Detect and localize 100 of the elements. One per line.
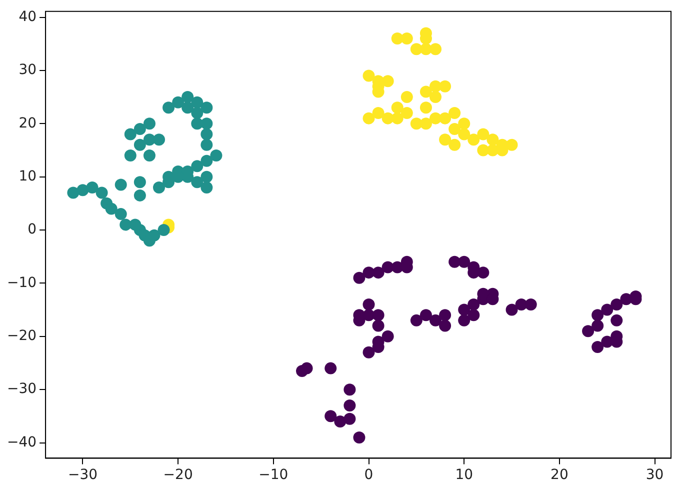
point <box>324 410 337 422</box>
point <box>372 106 384 119</box>
point <box>324 362 337 374</box>
point <box>420 118 432 130</box>
point <box>76 184 89 196</box>
point <box>148 229 160 242</box>
point <box>420 309 432 322</box>
point <box>105 202 118 215</box>
point <box>134 189 146 202</box>
point <box>200 128 213 140</box>
y-tick-label: 40 <box>18 8 37 25</box>
point <box>382 75 394 88</box>
x-tick-label: −20 <box>163 467 193 484</box>
point <box>430 112 442 124</box>
point <box>191 96 204 108</box>
point <box>382 112 394 124</box>
point <box>592 309 604 322</box>
point <box>143 118 156 130</box>
point <box>134 176 146 188</box>
point <box>200 181 213 194</box>
point <box>439 320 452 332</box>
point <box>124 150 136 162</box>
point <box>486 134 499 146</box>
point <box>353 431 366 444</box>
point <box>362 298 375 310</box>
point <box>430 91 442 104</box>
y-tick-label: −10 <box>7 274 37 291</box>
point <box>458 256 470 268</box>
point <box>372 320 384 332</box>
y-tick-label: 0 <box>28 222 37 238</box>
point <box>153 181 166 194</box>
point <box>200 118 213 130</box>
point <box>610 298 623 310</box>
point <box>601 304 614 316</box>
x-tick-label: 20 <box>550 467 568 484</box>
point <box>114 208 127 220</box>
point <box>344 400 356 412</box>
point <box>592 320 604 332</box>
point <box>344 412 356 425</box>
point <box>372 309 384 322</box>
point <box>344 384 356 396</box>
point <box>477 128 490 140</box>
point <box>362 70 375 82</box>
point <box>506 304 518 316</box>
point <box>400 91 413 104</box>
point <box>506 138 518 151</box>
point <box>420 86 432 98</box>
point <box>86 181 98 194</box>
point <box>391 102 404 114</box>
point <box>458 118 470 130</box>
point <box>592 341 604 354</box>
point <box>362 112 375 124</box>
point <box>172 96 184 108</box>
point <box>143 150 156 162</box>
y-tick-label: −40 <box>7 434 37 450</box>
point <box>191 160 204 172</box>
point <box>400 106 413 119</box>
y-tick-label: −20 <box>7 328 37 344</box>
point <box>114 178 127 191</box>
point <box>458 304 470 316</box>
point <box>182 91 194 104</box>
point <box>420 102 432 114</box>
point <box>430 314 442 326</box>
point <box>410 314 422 326</box>
y-tick-label: 10 <box>18 168 37 184</box>
point <box>96 186 108 199</box>
x-tick-label: 30 <box>646 467 664 484</box>
point <box>67 186 80 199</box>
x-tick-label: −10 <box>258 467 288 484</box>
point <box>439 80 452 92</box>
point <box>382 330 394 342</box>
point <box>448 122 461 135</box>
point <box>153 134 166 146</box>
point <box>458 128 470 140</box>
point <box>300 362 313 374</box>
y-tick-label: 30 <box>18 62 37 78</box>
point <box>200 154 213 167</box>
point <box>610 314 623 326</box>
point <box>162 102 175 114</box>
point <box>182 102 194 114</box>
point <box>200 102 213 114</box>
point <box>524 298 537 310</box>
x-tick-label: 0 <box>364 467 374 484</box>
point <box>353 272 366 284</box>
point <box>439 134 452 146</box>
x-tick-label: 10 <box>455 467 474 484</box>
point <box>400 32 413 45</box>
point <box>191 176 204 188</box>
point <box>458 314 470 326</box>
point <box>134 138 146 151</box>
point <box>200 170 213 183</box>
point <box>124 128 136 140</box>
point <box>362 346 375 358</box>
point <box>158 224 170 236</box>
point <box>448 138 461 151</box>
x-tick-label: −30 <box>68 467 98 484</box>
point <box>582 325 594 338</box>
y-tick-label: −30 <box>7 381 37 398</box>
y-tick-label: 20 <box>18 115 37 132</box>
point <box>430 43 442 56</box>
